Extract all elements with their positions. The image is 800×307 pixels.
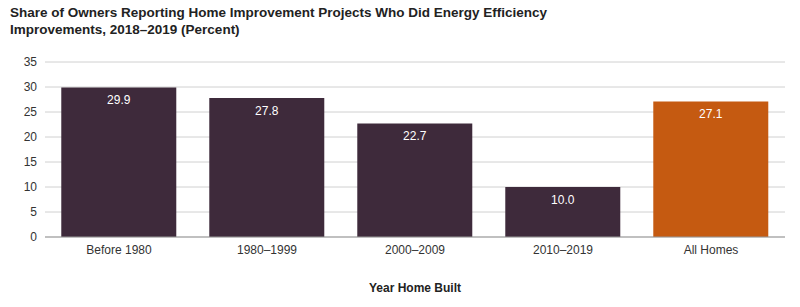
svg-text:27.8: 27.8 bbox=[255, 104, 279, 118]
svg-text:2000–2009: 2000–2009 bbox=[385, 243, 445, 257]
svg-text:All Homes: All Homes bbox=[684, 243, 739, 257]
svg-text:2010–2019: 2010–2019 bbox=[533, 243, 593, 257]
svg-text:27.1: 27.1 bbox=[699, 107, 723, 121]
svg-text:20: 20 bbox=[24, 130, 38, 144]
svg-text:10.0: 10.0 bbox=[551, 193, 575, 207]
svg-text:25: 25 bbox=[24, 105, 38, 119]
svg-text:5: 5 bbox=[30, 205, 37, 219]
svg-text:10: 10 bbox=[24, 180, 38, 194]
svg-text:30: 30 bbox=[24, 80, 38, 94]
svg-text:35: 35 bbox=[24, 55, 38, 69]
svg-text:22.7: 22.7 bbox=[403, 129, 427, 143]
svg-text:Year Home Built: Year Home Built bbox=[369, 281, 461, 295]
html-text:Share of Owners Reporting Home: Share of Owners Reporting Home Improveme… bbox=[10, 5, 548, 37]
svg-text:29.9: 29.9 bbox=[107, 93, 131, 107]
svg-text:1980–1999: 1980–1999 bbox=[237, 243, 297, 257]
svg-text:0: 0 bbox=[30, 230, 37, 244]
svg-text:Before 1980: Before 1980 bbox=[86, 243, 152, 257]
svg-text:15: 15 bbox=[24, 155, 38, 169]
